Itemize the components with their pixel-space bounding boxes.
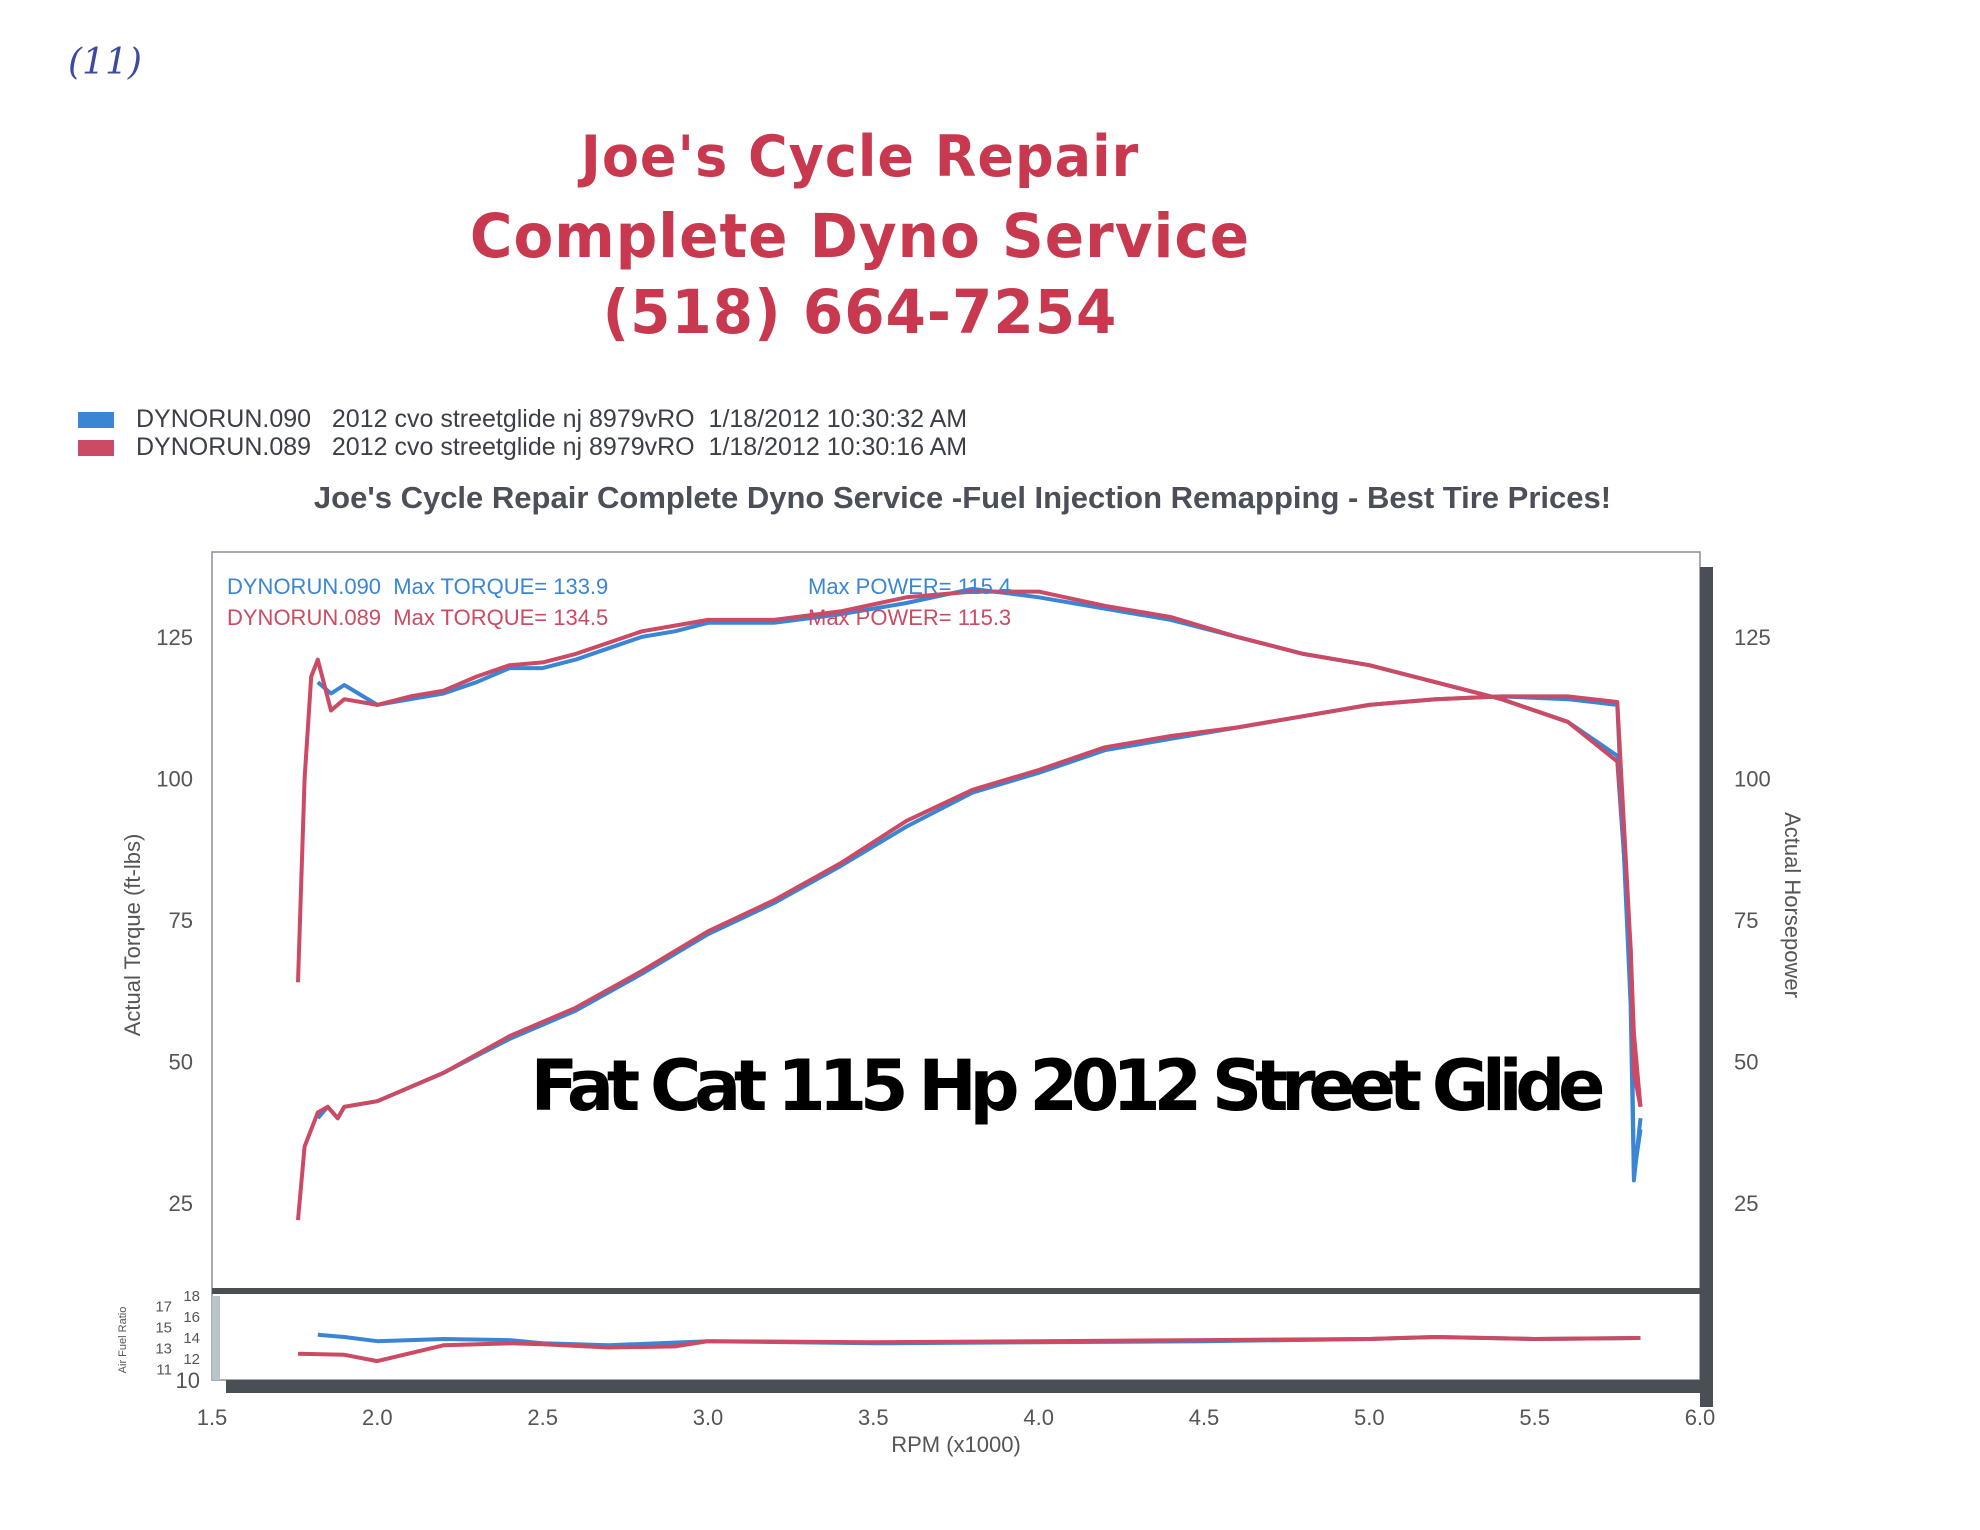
x-tick-label: 2.5 bbox=[527, 1405, 558, 1430]
max-power-090: Max POWER= 115.4 bbox=[808, 574, 1011, 599]
y-tick-label: 25 bbox=[169, 1191, 193, 1216]
legend-swatch-089 bbox=[78, 440, 114, 456]
x-tick-label: 1.5 bbox=[197, 1405, 228, 1430]
y-tick-label: 50 bbox=[169, 1050, 193, 1075]
x-axis-label: RPM (x1000) bbox=[891, 1432, 1021, 1457]
torque-line-dynorun-089 bbox=[296, 589, 1643, 1107]
legend-timestamp: 1/18/2012 10:30:32 AM bbox=[708, 405, 968, 433]
y2-tick-label: 125 bbox=[1734, 625, 1771, 650]
legend-entry-089: DYNORUN.089 2012 cvo streetglide nj 8979… bbox=[136, 433, 967, 462]
legend-description: 2012 cvo streetglide nj 8979vRO bbox=[331, 433, 695, 461]
plot-area bbox=[211, 551, 1701, 1381]
x-tick-label: 6.0 bbox=[1685, 1405, 1716, 1430]
afr-line-dynorun-089 bbox=[297, 1335, 1641, 1364]
plot-frame bbox=[211, 551, 1713, 1407]
afr-tick-label: 11 bbox=[156, 1362, 172, 1379]
legend-entry-090: DYNORUN.090 2012 cvo streetglide nj 8979… bbox=[136, 405, 967, 434]
logo-line-service: Complete Dyno Service bbox=[469, 200, 1251, 272]
x-tick-label: 3.0 bbox=[693, 1405, 724, 1430]
afr-tick-label: 10 bbox=[176, 1368, 200, 1393]
chart-subtitle: Joe's Cycle Repair Complete Dyno Service… bbox=[313, 480, 1612, 515]
frame-shadow-bottom bbox=[226, 1380, 1713, 1393]
x-tick-label: 2.0 bbox=[362, 1405, 393, 1430]
power-line-dynorun-089 bbox=[296, 694, 1643, 1221]
afr-tick-label: 12 bbox=[183, 1351, 200, 1368]
y2-tick-label: 75 bbox=[1734, 908, 1758, 933]
series-lines bbox=[296, 586, 1643, 1364]
max-power-089: Max POWER= 115.3 bbox=[808, 605, 1011, 630]
legend-timestamp: 1/18/2012 10:30:16 AM bbox=[708, 433, 968, 461]
frame-shadow-right bbox=[1700, 567, 1713, 1407]
afr-tick-label: 14 bbox=[183, 1330, 200, 1347]
afr-tick-label: 13 bbox=[155, 1341, 172, 1358]
axis-labels: Actual Torque (ft-lbs) Actual Horsepower… bbox=[117, 574, 1805, 1457]
y-tick-label: 100 bbox=[156, 766, 193, 791]
afr-tick-label: 16 bbox=[183, 1309, 200, 1326]
legend-swatch-090 bbox=[78, 412, 114, 428]
max-torque-089: DYNORUN.089 Max TORQUE= 134.5 bbox=[227, 605, 608, 630]
x-tick-label: 4.0 bbox=[1023, 1405, 1054, 1430]
y-tick-label: 75 bbox=[169, 908, 193, 933]
legend-run: DYNORUN.089 bbox=[136, 433, 312, 461]
max-torque-090: DYNORUN.090 Max TORQUE= 133.9 bbox=[227, 574, 608, 599]
y2-tick-label: 50 bbox=[1734, 1050, 1758, 1075]
x-tick-label: 5.5 bbox=[1519, 1405, 1550, 1430]
handwritten-page-number: (11) bbox=[68, 42, 142, 83]
logo-line-name: Joe's Cycle Repair bbox=[580, 123, 1140, 190]
legend-description: 2012 cvo streetglide nj 8979vRO bbox=[331, 405, 695, 433]
legend-run: DYNORUN.090 bbox=[136, 405, 312, 433]
afr-tick-label: 17 bbox=[155, 1299, 172, 1316]
afr-scale-strip bbox=[212, 1296, 220, 1380]
y2-tick-label: 25 bbox=[1734, 1191, 1758, 1216]
y2-tick-label: 100 bbox=[1734, 766, 1771, 791]
chart-annotation: Fat Cat 115 Hp 2012 Street Glide bbox=[531, 1045, 1606, 1127]
y-axis-label: Actual Torque (ft-lbs) bbox=[120, 834, 145, 1037]
afr-tick-label: 15 bbox=[155, 1320, 172, 1337]
y2-axis-label: Actual Horsepower bbox=[1780, 812, 1805, 998]
logo-line-phone: (518) 664-7254 bbox=[602, 276, 1118, 348]
x-tick-label: 5.0 bbox=[1354, 1405, 1385, 1430]
afr-tick-label: 18 bbox=[183, 1288, 200, 1305]
x-tick-label: 4.5 bbox=[1189, 1405, 1220, 1430]
panel-divider bbox=[212, 1288, 1713, 1294]
afr-axis-label: Air Fuel Ratio bbox=[117, 1307, 129, 1374]
y-tick-label: 125 bbox=[156, 625, 193, 650]
x-tick-label: 3.5 bbox=[858, 1405, 889, 1430]
